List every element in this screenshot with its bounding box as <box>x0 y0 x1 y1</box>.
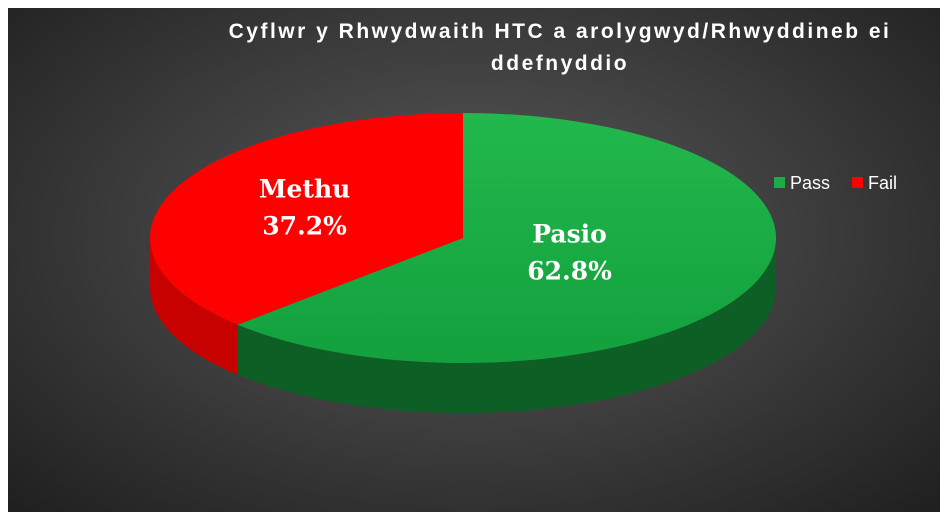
data-label-name: Methu <box>259 175 350 204</box>
legend-swatch <box>774 177 785 188</box>
chart-title: Cyflwr y Rhwydwaith HTC a arolygwyd/Rhwy… <box>228 20 892 75</box>
data-label: 37.2% <box>262 212 347 241</box>
data-label-name: Pasio <box>532 220 607 249</box>
slice <box>237 113 777 363</box>
slice <box>149 113 463 325</box>
legend-swatch <box>852 177 864 188</box>
slice-side <box>237 238 776 414</box>
legend-label: Fail <box>868 173 897 193</box>
slice-side <box>150 238 238 375</box>
legend-label: Pass <box>790 173 830 193</box>
data-label: 62.8% <box>527 257 612 286</box>
